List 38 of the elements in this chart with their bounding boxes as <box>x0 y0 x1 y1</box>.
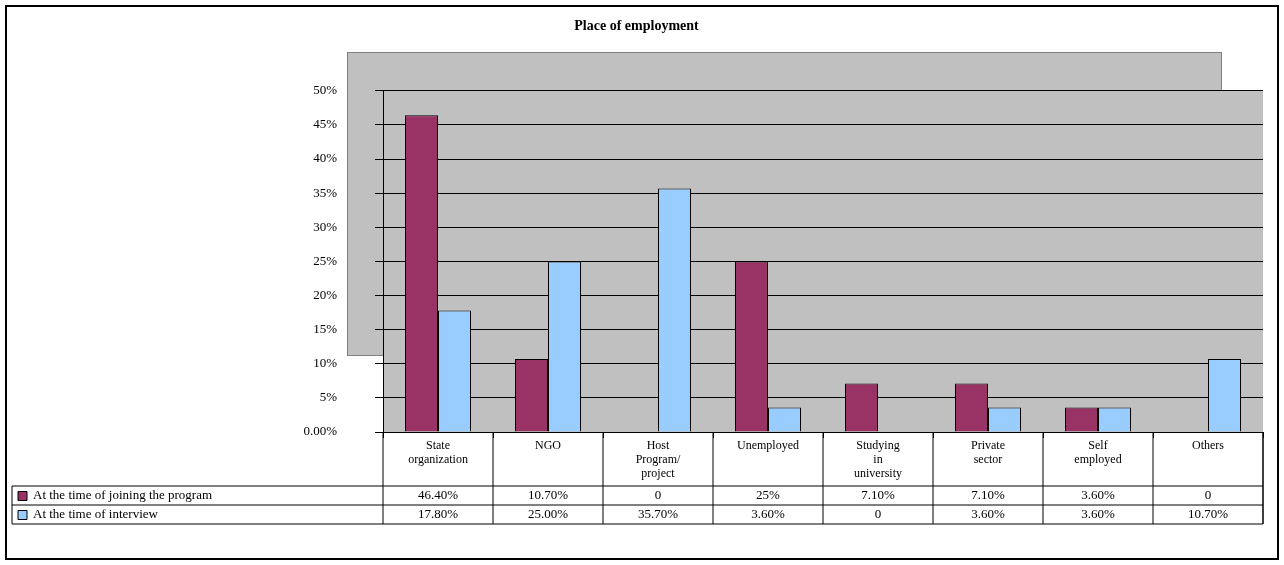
data-label: 0 <box>874 505 882 521</box>
x-tick-label: NGO <box>535 438 562 453</box>
legend-label: At the time of joining the program <box>33 486 213 502</box>
data-label: 7.10% <box>971 486 1005 502</box>
y-tick-label: 0.00% <box>303 423 338 439</box>
data-label: 0 <box>1204 486 1212 502</box>
data-label: 17.80% <box>417 505 459 521</box>
data-label: 35.70% <box>637 505 679 521</box>
chart-title: Place of employment <box>574 18 700 34</box>
y-tick-label: 20% <box>313 286 338 302</box>
y-tick-label: 5% <box>319 389 338 405</box>
y-tick-label: 50% <box>313 82 338 98</box>
data-label: 46.40% <box>417 486 459 502</box>
legend-label: At the time of interview <box>33 505 159 521</box>
x-tick-label: Studying in university <box>854 438 902 480</box>
data-label: 3.60% <box>1081 505 1115 521</box>
data-label: 3.60% <box>751 505 785 521</box>
y-tick-label: 40% <box>313 150 338 166</box>
x-tick-label: Host Program/ project <box>635 438 681 480</box>
y-tick-label: 30% <box>313 218 338 234</box>
y-tick-label: 45% <box>313 116 338 132</box>
y-tick-label: 35% <box>313 184 338 200</box>
data-label: 3.60% <box>1081 486 1115 502</box>
data-label: 7.10% <box>861 486 895 502</box>
x-tick-label: Unemployed <box>737 438 799 453</box>
data-label: 3.60% <box>971 505 1005 521</box>
x-tick-label: Private sector <box>971 438 1005 466</box>
x-tick-label: State organization <box>408 438 468 466</box>
y-tick-label: 10% <box>313 355 338 371</box>
y-tick-label: 15% <box>313 321 338 337</box>
x-tick-label: Others <box>1192 438 1225 453</box>
data-label: 10.70% <box>527 486 569 502</box>
data-label: 25% <box>756 486 781 502</box>
data-label: 25.00% <box>527 505 569 521</box>
y-tick-label: 25% <box>313 252 338 268</box>
data-label: 10.70% <box>1187 505 1229 521</box>
data-label: 0 <box>654 486 662 502</box>
x-tick-label: Self employed <box>1074 438 1122 466</box>
